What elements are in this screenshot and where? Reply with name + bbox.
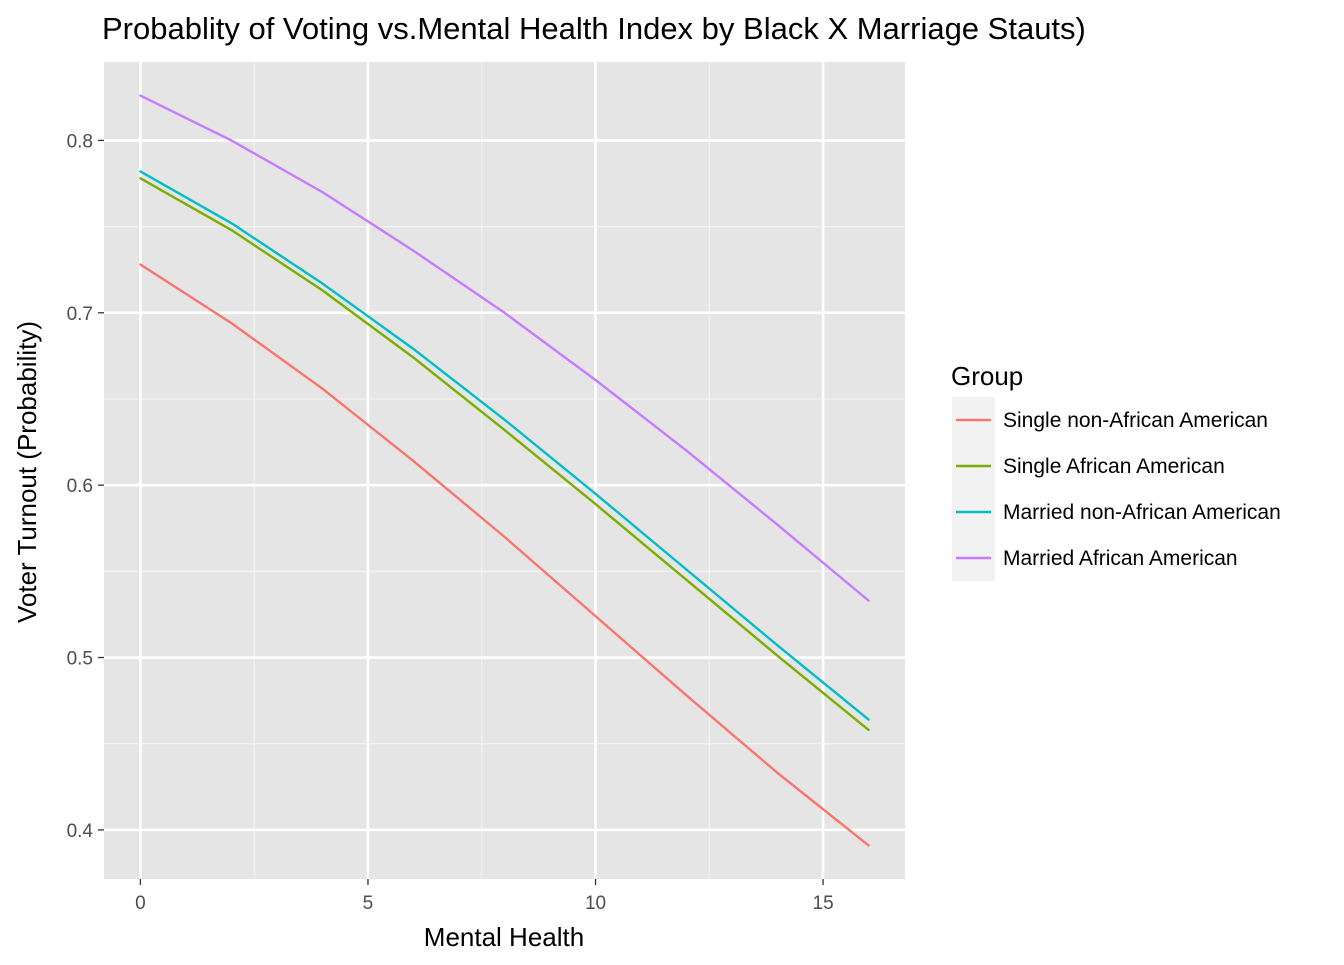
series-line-3 bbox=[139, 170, 870, 721]
legend-title: Group bbox=[951, 361, 1023, 391]
x-tick-label: 15 bbox=[813, 893, 834, 914]
y-tick-label: 0.6 bbox=[67, 476, 93, 497]
x-tick-label: 5 bbox=[363, 893, 374, 914]
x-axis: 0 5 10 15 bbox=[135, 879, 834, 914]
series-line-1 bbox=[139, 263, 870, 847]
series-line-2 bbox=[139, 177, 870, 732]
legend-label-4: Married African American bbox=[1003, 547, 1238, 570]
y-tick-label: 0.7 bbox=[67, 304, 93, 325]
y-tick-label: 0.4 bbox=[67, 821, 94, 842]
y-axis: 0.4 0.5 0.6 0.7 0.8 bbox=[67, 131, 104, 842]
y-tick-label: 0.8 bbox=[67, 131, 93, 152]
major-gridlines bbox=[104, 62, 905, 879]
chart-title: Probablity of Voting vs.Mental Health In… bbox=[102, 11, 1086, 46]
legend-label-3: Married non-African American bbox=[1003, 501, 1281, 524]
x-tick-label: 10 bbox=[585, 893, 606, 914]
x-axis-title: Mental Health bbox=[424, 922, 584, 952]
x-tick-label: 0 bbox=[135, 893, 146, 914]
legend-label-1: Single non-African American bbox=[1003, 409, 1268, 432]
y-axis-title: Voter Turnout (Probability) bbox=[12, 321, 42, 623]
legend-label-2: Single African American bbox=[1003, 455, 1225, 478]
series-lines bbox=[139, 94, 870, 847]
legend: Group Single non-African American Single … bbox=[951, 361, 1281, 581]
series-line-4 bbox=[139, 94, 870, 602]
y-tick-label: 0.5 bbox=[67, 649, 93, 670]
plot-panel bbox=[104, 62, 905, 879]
